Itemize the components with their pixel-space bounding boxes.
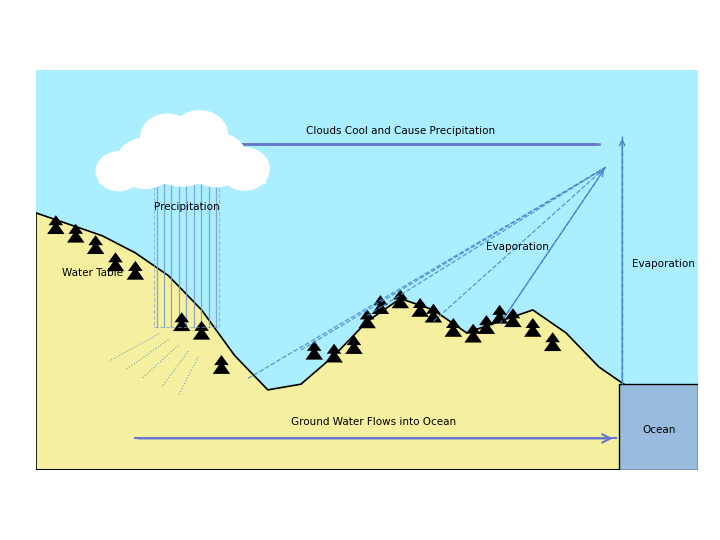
Polygon shape bbox=[492, 305, 507, 315]
Circle shape bbox=[143, 120, 220, 186]
Text: Evaporation: Evaporation bbox=[632, 259, 695, 269]
Polygon shape bbox=[193, 327, 210, 340]
Polygon shape bbox=[305, 347, 323, 360]
Polygon shape bbox=[413, 298, 428, 308]
Polygon shape bbox=[491, 311, 508, 323]
Polygon shape bbox=[477, 321, 495, 334]
Polygon shape bbox=[360, 309, 374, 320]
Text: hydrology cycle.swf: hydrology cycle.swf bbox=[280, 446, 458, 464]
Text: Introduction: Introduction bbox=[246, 82, 492, 118]
Polygon shape bbox=[36, 70, 698, 470]
Polygon shape bbox=[372, 301, 390, 314]
Polygon shape bbox=[464, 330, 482, 342]
Polygon shape bbox=[411, 304, 429, 317]
Polygon shape bbox=[444, 324, 462, 337]
Polygon shape bbox=[47, 221, 65, 234]
Text: Evaporation: Evaporation bbox=[487, 242, 549, 252]
Polygon shape bbox=[107, 259, 125, 271]
Polygon shape bbox=[466, 323, 480, 334]
Bar bbox=[99, 164, 264, 183]
Circle shape bbox=[116, 138, 174, 188]
Polygon shape bbox=[194, 321, 209, 331]
Polygon shape bbox=[214, 355, 229, 365]
Polygon shape bbox=[544, 339, 562, 351]
Polygon shape bbox=[325, 350, 343, 362]
Polygon shape bbox=[212, 361, 230, 374]
Polygon shape bbox=[36, 213, 698, 470]
Text: Clouds Cool and Cause Precipitation: Clouds Cool and Cause Precipitation bbox=[306, 126, 495, 136]
Polygon shape bbox=[619, 384, 698, 470]
Text: Ground Water Flows into Ocean: Ground Water Flows into Ocean bbox=[292, 417, 456, 427]
Polygon shape bbox=[373, 295, 388, 305]
Polygon shape bbox=[48, 215, 63, 225]
Polygon shape bbox=[307, 341, 322, 351]
Polygon shape bbox=[67, 230, 84, 242]
Circle shape bbox=[185, 133, 247, 187]
Polygon shape bbox=[392, 296, 409, 308]
Polygon shape bbox=[345, 341, 363, 354]
Polygon shape bbox=[87, 241, 104, 254]
Circle shape bbox=[96, 152, 141, 191]
Polygon shape bbox=[426, 303, 441, 314]
Circle shape bbox=[172, 111, 228, 159]
Polygon shape bbox=[174, 312, 189, 322]
Text: Water Table: Water Table bbox=[62, 268, 123, 278]
Polygon shape bbox=[526, 318, 540, 328]
Polygon shape bbox=[89, 235, 103, 245]
Polygon shape bbox=[173, 319, 191, 331]
Polygon shape bbox=[524, 324, 541, 337]
Polygon shape bbox=[359, 316, 376, 328]
Circle shape bbox=[220, 148, 269, 190]
Polygon shape bbox=[393, 289, 408, 300]
Text: Ocean: Ocean bbox=[642, 425, 675, 435]
Polygon shape bbox=[545, 332, 560, 342]
Polygon shape bbox=[346, 335, 361, 345]
Text: Precipitation: Precipitation bbox=[153, 202, 219, 212]
Polygon shape bbox=[108, 252, 123, 262]
Circle shape bbox=[140, 114, 194, 160]
Polygon shape bbox=[446, 318, 461, 328]
Polygon shape bbox=[327, 343, 341, 354]
Polygon shape bbox=[505, 308, 521, 318]
Polygon shape bbox=[479, 315, 494, 325]
Bar bbox=[154, 183, 219, 327]
Polygon shape bbox=[504, 314, 522, 327]
Polygon shape bbox=[68, 224, 83, 234]
Polygon shape bbox=[128, 261, 143, 271]
Polygon shape bbox=[127, 267, 144, 280]
Polygon shape bbox=[425, 310, 442, 322]
